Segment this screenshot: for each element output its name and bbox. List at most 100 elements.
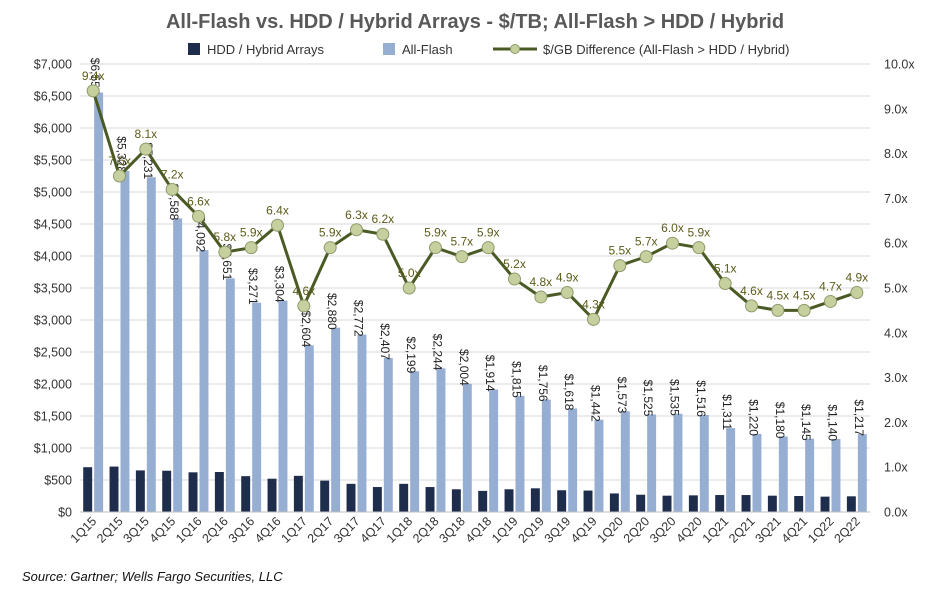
difference-label: 6.4x <box>266 203 289 217</box>
bar-all-flash <box>146 177 156 512</box>
x-tick-label: 2Q21 <box>726 514 758 546</box>
x-tick-label: 2Q16 <box>199 514 231 546</box>
bar-hdd-hybrid <box>557 490 567 512</box>
y-right-tick-label: 1.0x <box>884 461 908 475</box>
legend-swatch-all-flash <box>383 43 395 55</box>
difference-point <box>797 303 811 317</box>
y-right-tick-label: 9.0x <box>884 102 908 116</box>
bar-all-flash <box>726 428 736 512</box>
y-right-tick-label: 8.0x <box>884 147 908 161</box>
difference-label: 4.5x <box>766 288 789 302</box>
difference-point <box>718 277 732 291</box>
bar-all-flash <box>252 302 262 512</box>
y-left-tick-label: $5,000 <box>34 186 72 200</box>
bar-value-label: $1,217 <box>852 399 866 436</box>
bar-all-flash <box>436 368 446 512</box>
bar-all-flash <box>120 171 130 512</box>
bar-hdd-hybrid <box>688 495 698 512</box>
bar-value-label: $1,535 <box>668 379 682 416</box>
bar-hdd-hybrid <box>715 495 725 512</box>
gridlines <box>80 63 870 481</box>
bar-all-flash <box>699 414 709 512</box>
y-right-tick-label: 10.0x <box>884 58 915 72</box>
difference-label: 6.2x <box>371 212 394 226</box>
difference-point <box>587 312 600 326</box>
difference-label: 5.8x <box>213 230 236 244</box>
difference-label: 5.5x <box>608 244 631 258</box>
difference-label: 5.7x <box>450 235 473 249</box>
bar-all-flash <box>515 395 525 512</box>
difference-point <box>139 142 153 156</box>
difference-point <box>692 241 706 255</box>
difference-point <box>402 281 416 295</box>
bar-value-label: $1,516 <box>694 380 708 417</box>
x-tick-label: 3Q17 <box>331 514 363 546</box>
y-left-tick-label: $1,000 <box>34 442 72 456</box>
bar-hdd-hybrid <box>162 470 172 512</box>
y-right-tick-label: 2.0x <box>884 416 908 430</box>
difference-label: 8.1x <box>134 127 157 141</box>
bar-hdd-hybrid <box>820 496 830 512</box>
x-tick-label: 2Q17 <box>305 514 337 546</box>
bar-hdd-hybrid <box>583 490 593 512</box>
difference-point <box>218 245 232 259</box>
y-right-tick-label: 6.0x <box>884 237 908 251</box>
difference-label: 5.7x <box>635 235 658 249</box>
difference-label: 6.3x <box>345 208 368 222</box>
difference-label: 6.6x <box>187 194 210 208</box>
difference-label: 9.4x <box>82 69 105 83</box>
difference-label: 5.0x <box>398 266 421 280</box>
bar-value-label: $1,815 <box>510 361 524 398</box>
bar-value-label: $2,199 <box>404 337 418 374</box>
difference-label: 4.9x <box>556 270 579 284</box>
difference-label: 7.2x <box>161 167 184 181</box>
bar-value-label: $5,328 <box>115 136 129 173</box>
difference-point <box>560 285 574 299</box>
bar-hdd-hybrid <box>504 489 514 512</box>
y-right-tick-label: 0.0x <box>884 506 908 520</box>
difference-point <box>771 303 785 317</box>
x-tick-label: 1Q15 <box>68 514 100 546</box>
bar-all-flash <box>94 92 104 512</box>
bar-all-flash <box>199 250 209 512</box>
x-tick-label: 3Q16 <box>226 514 258 546</box>
x-tick-label: 1Q20 <box>594 514 626 546</box>
bar-value-label: $1,618 <box>562 374 576 411</box>
bar-hdd-hybrid <box>267 478 277 512</box>
x-tick-label: 2Q19 <box>515 514 547 546</box>
bar-all-flash <box>225 278 235 512</box>
bar-value-label: $2,004 <box>457 349 471 386</box>
bar-all-flash <box>173 218 183 513</box>
x-tick-label: 4Q18 <box>463 514 495 546</box>
difference-label: 4.8x <box>529 275 552 289</box>
difference-point <box>508 272 521 286</box>
bars <box>83 92 867 513</box>
difference-point <box>745 299 758 313</box>
x-tick-label: 4Q16 <box>252 514 284 546</box>
y-left-tick-label: $4,500 <box>34 218 72 232</box>
x-tick-label: 4Q20 <box>673 514 705 546</box>
bar-hdd-hybrid <box>372 487 382 512</box>
x-tick-label: 4Q19 <box>568 514 600 546</box>
bar-all-flash <box>620 411 630 512</box>
bar-hdd-hybrid <box>109 466 119 512</box>
difference-label: 5.9x <box>240 226 263 240</box>
difference-line-series <box>86 84 864 326</box>
bar-value-label: $3,304 <box>273 266 287 303</box>
bar-value-label: $1,525 <box>641 380 655 417</box>
bar-hdd-hybrid <box>741 495 751 512</box>
difference-point <box>429 241 442 255</box>
difference-point <box>297 299 311 313</box>
legend-swatch-hdd <box>188 43 200 55</box>
bar-all-flash <box>805 438 815 512</box>
difference-label: 4.3x <box>582 297 605 311</box>
x-axis: 1Q152Q153Q154Q151Q162Q163Q164Q161Q172Q17… <box>68 514 863 546</box>
y-left-tick-label: $1,500 <box>34 410 72 424</box>
y-left-tick-label: $6,000 <box>34 122 72 136</box>
bar-all-flash <box>831 439 841 512</box>
bar-all-flash <box>857 434 867 512</box>
difference-point <box>850 285 864 299</box>
line-labels: 9.4x7.5x8.1x7.2x6.6x5.8x 5.9x6.4x4.6x5.9x… <box>82 69 868 311</box>
bar-hdd-hybrid <box>636 494 646 512</box>
legend-label-hdd: HDD / Hybrid Arrays <box>207 42 325 57</box>
